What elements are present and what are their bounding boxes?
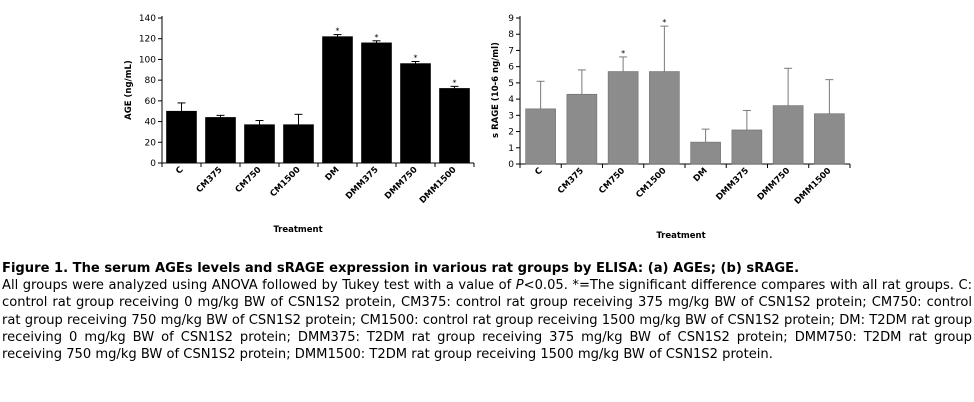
bar	[649, 71, 680, 165]
bar	[525, 108, 556, 165]
figure-caption: Figure 1. The serum AGEs levels and sRAG…	[2, 260, 972, 363]
x-category-label: DM	[692, 166, 710, 184]
caption-title: Figure 1. The serum AGEs levels and sRAG…	[2, 261, 800, 276]
caption-p-symbol: P	[515, 278, 524, 294]
x-axis-title: Treatment	[273, 225, 322, 235]
x-category-label: CM1500	[268, 165, 302, 199]
bar	[772, 105, 804, 165]
x-category-label: C	[174, 165, 185, 176]
y-axis-title: s RAGE (10-6 ng/ml)	[491, 42, 501, 138]
y-tick-label: 120	[139, 35, 156, 45]
y-tick-label: 100	[139, 55, 156, 65]
bar	[166, 110, 197, 164]
y-tick-label: 0	[508, 160, 514, 170]
bar	[244, 124, 275, 164]
x-category-label: DMM1500	[418, 165, 459, 206]
y-tick-label: 60	[145, 97, 157, 107]
significance-marker: *	[336, 27, 340, 36]
bar	[731, 129, 763, 165]
bar	[205, 117, 236, 164]
y-tick-label: 40	[145, 118, 157, 128]
y-tick-label: 5	[508, 79, 514, 89]
y-tick-label: 3	[508, 111, 514, 121]
y-tick-label: 0	[150, 159, 156, 169]
y-tick-label: 140	[139, 14, 156, 24]
caption-body-text-1: All groups were analyzed using ANOVA fol…	[2, 278, 516, 294]
significance-marker: *	[453, 78, 457, 87]
caption-body-text-2: <0.05. *=The significant difference comp…	[2, 278, 972, 363]
y-tick-label: 8	[508, 30, 514, 40]
x-axis-title: Treatment	[656, 231, 705, 241]
bar	[607, 71, 639, 165]
bar	[361, 42, 392, 164]
x-category-label: DMM1500	[793, 166, 834, 207]
y-tick-label: 1	[508, 144, 514, 154]
y-tick-label: 4	[508, 95, 514, 105]
bar	[322, 36, 353, 164]
x-category-label: CM750	[234, 165, 264, 195]
x-category-label: C	[533, 166, 544, 177]
significance-marker: *	[375, 33, 379, 42]
x-category-label: DMM375	[714, 166, 751, 203]
x-category-label: DM	[324, 165, 342, 183]
x-category-label: DMM750	[756, 166, 793, 203]
bar	[439, 88, 470, 164]
caption-body: All groups were analyzed using ANOVA fol…	[2, 277, 972, 363]
bar	[814, 113, 845, 165]
y-tick-label: 7	[508, 46, 514, 56]
significance-marker: *	[662, 18, 666, 27]
y-axis-title: AGE (ng/mL)	[124, 60, 134, 120]
significance-marker: *	[621, 49, 625, 58]
y-tick-label: 9	[508, 14, 514, 24]
y-tick-label: 20	[145, 138, 157, 148]
x-category-label: CM750	[597, 166, 627, 196]
x-category-label: CM1500	[634, 166, 668, 200]
significance-marker: *	[414, 54, 418, 63]
x-category-label: CM375	[556, 166, 586, 196]
y-tick-label: 6	[508, 63, 514, 73]
y-tick-label: 80	[145, 76, 157, 86]
bar	[283, 124, 314, 164]
x-category-label: CM375	[195, 165, 225, 195]
bar	[690, 141, 721, 165]
x-category-label: DMM375	[344, 165, 381, 202]
bar	[566, 93, 598, 165]
chart-panel-a-ages: 0 20 40 60 80 100 120 140 C CM375 CM750 CM1500 * DM * D…	[124, 14, 475, 235]
x-category-label: DMM750	[383, 165, 420, 202]
bar	[400, 63, 431, 164]
y-tick-label: 2	[508, 128, 514, 138]
